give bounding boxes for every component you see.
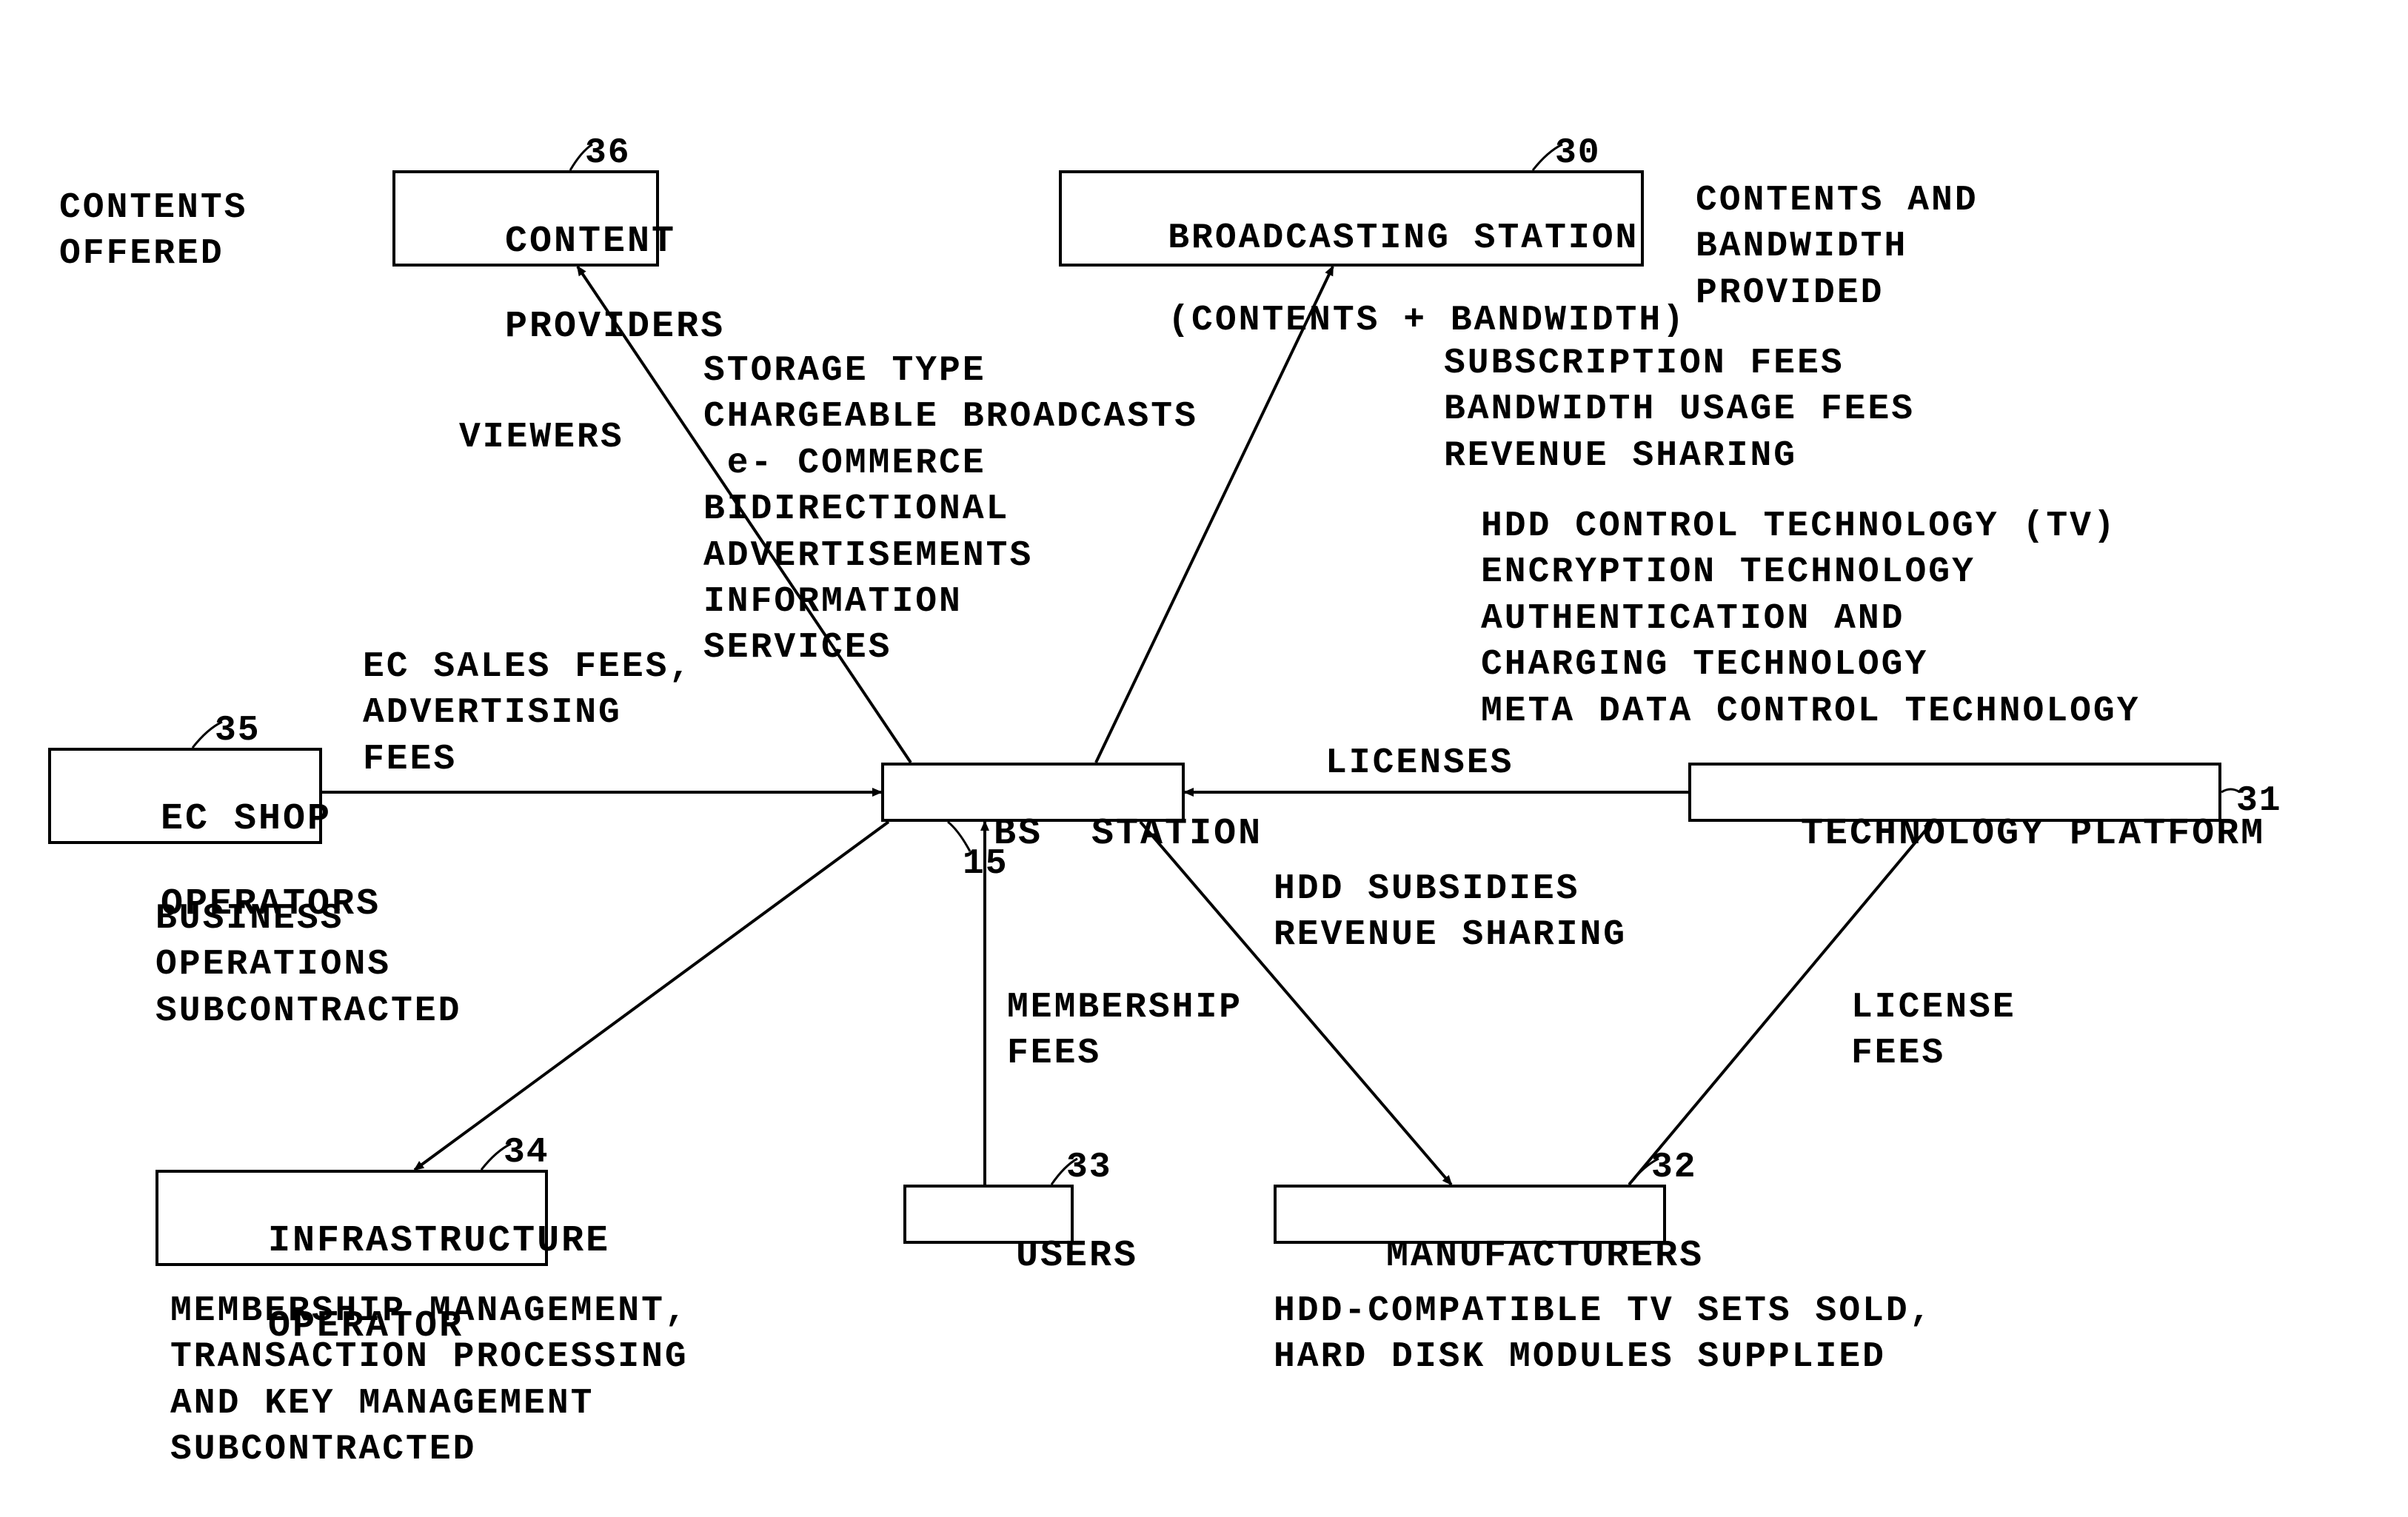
node-broadcasting-station-line2: (CONTENTS + BANDWIDTH)	[1168, 301, 1686, 341]
ref-31: 31	[2236, 781, 2282, 821]
node-broadcasting-station-line1: BROADCASTING STATION	[1168, 218, 1639, 259]
node-manufacturers-line1: MANUFACTURERS	[1386, 1235, 1704, 1278]
node-users-line1: USERS	[1016, 1235, 1138, 1278]
label-manufacturer-desc: HDD-COMPATIBLE TV SETS SOLD, HARD DISK M…	[1274, 1288, 1933, 1381]
label-hdd-subsidies: HDD SUBSIDIES REVENUE SHARING	[1274, 866, 1627, 959]
label-subscription-block: SUBSCRIPTION FEES BANDWIDTH USAGE FEES R…	[1444, 341, 1915, 479]
label-contents-offered: CONTENTS OFFERED	[59, 185, 247, 278]
node-users: USERS	[903, 1185, 1074, 1244]
node-infra-line1: INFRASTRUCTURE	[268, 1220, 610, 1263]
node-broadcasting-station: BROADCASTING STATION (CONTENTS + BANDWID…	[1059, 170, 1644, 267]
label-ec-sales: EC SALES FEES, ADVERTISING FEES	[363, 644, 692, 783]
node-technology-platform: TECHNOLOGY PLATFORM	[1688, 763, 2221, 822]
label-licenses: LICENSES	[1325, 740, 1514, 786]
label-contents-bandwidth: CONTENTS AND BANDWIDTH PROVIDED	[1696, 178, 1979, 316]
node-bs-station-line1: BS STATION	[994, 813, 1262, 856]
node-ec-shop-operators: EC SHOP OPERATORS	[48, 748, 322, 844]
ref-33: 33	[1066, 1148, 1112, 1188]
ref-30: 30	[1555, 133, 1601, 173]
label-infra-description: MEMBERSHIP MANAGEMENT, TRANSACTION PROCE…	[170, 1288, 689, 1473]
edge-bs_station-to-infrastructure_operator	[415, 822, 889, 1170]
ref-15: 15	[963, 844, 1009, 884]
label-license-fees: LICENSE FEES	[1851, 985, 2016, 1077]
node-bs-station: BS STATION	[881, 763, 1185, 822]
label-membership-fees: MEMBERSHIP FEES	[1007, 985, 1243, 1077]
label-tech-block: HDD CONTROL TECHNOLOGY (TV) ENCRYPTION T…	[1481, 503, 2141, 734]
ref-35: 35	[215, 711, 261, 751]
diagram-canvas: CONTENT PROVIDERS BROADCASTING STATION (…	[0, 0, 2408, 1517]
node-tech-platform-line1: TECHNOLOGY PLATFORM	[1801, 813, 2265, 856]
node-content-providers-line2: PROVIDERS	[505, 306, 725, 349]
node-manufacturers: MANUFACTURERS	[1274, 1185, 1666, 1244]
ref-32: 32	[1651, 1148, 1697, 1188]
label-storage-block: STORAGE TYPE CHARGEABLE BROADCASTS e- CO…	[703, 348, 1198, 672]
ref-34: 34	[504, 1133, 549, 1173]
label-viewers: VIEWERS	[459, 415, 624, 461]
node-content-providers: CONTENT PROVIDERS	[392, 170, 659, 267]
label-business-ops: BUSINESS OPERATIONS SUBCONTRACTED	[155, 896, 461, 1034]
node-content-providers-line1: CONTENT	[505, 221, 676, 264]
node-ec-shop-line1: EC SHOP	[161, 798, 332, 841]
ref-36: 36	[585, 133, 631, 173]
node-infrastructure-operator: INFRASTRUCTURE OPERATOR	[155, 1170, 548, 1266]
